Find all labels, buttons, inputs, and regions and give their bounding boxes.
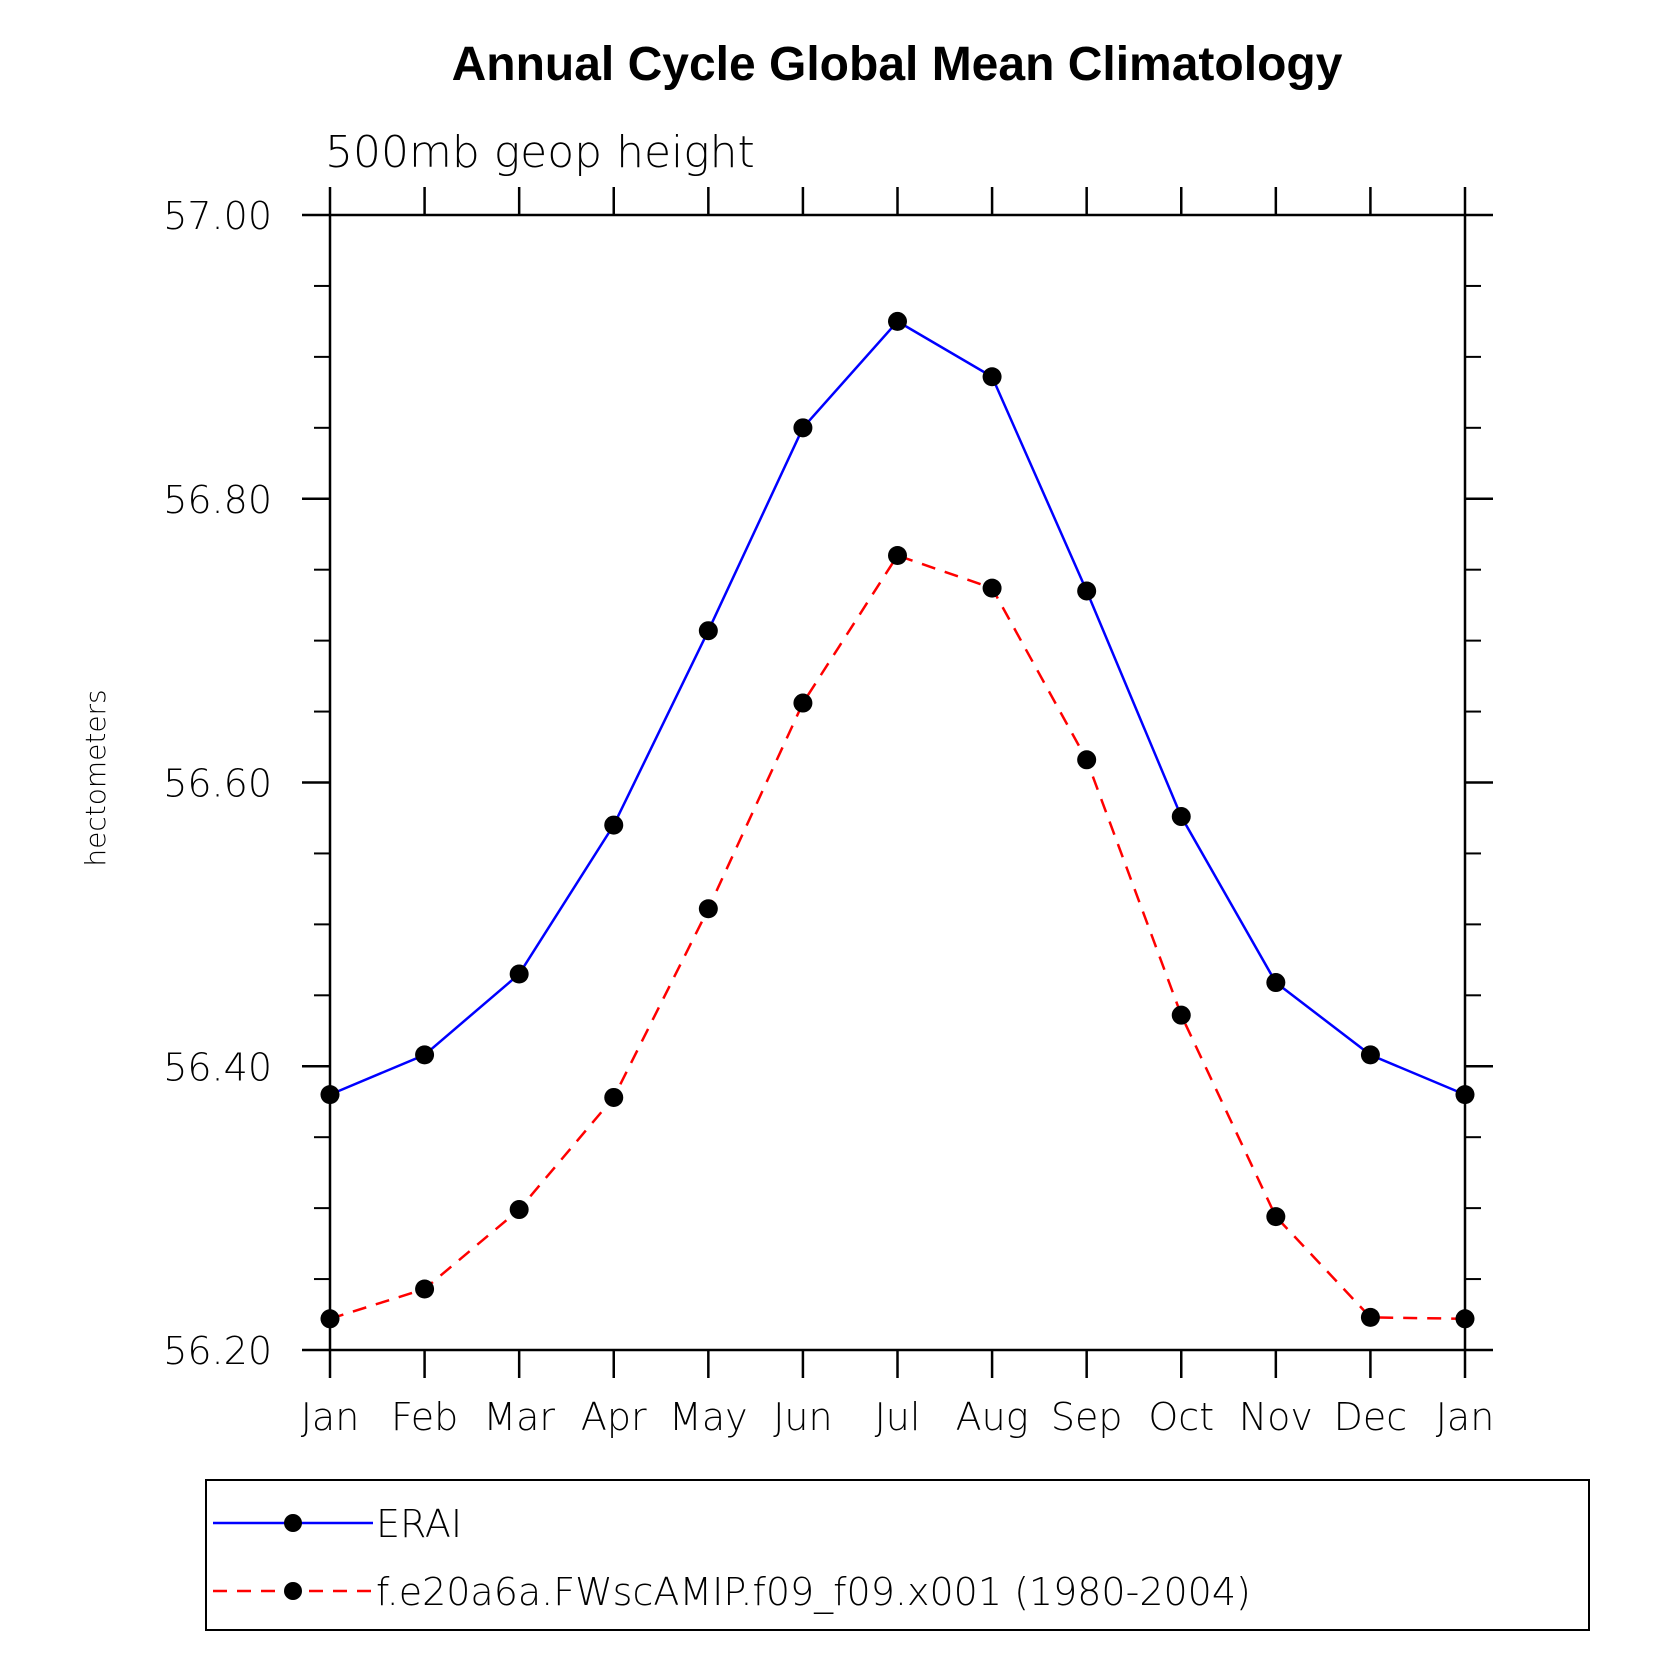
x-tick-label: Dec — [1334, 1395, 1408, 1439]
tick-labels: Jan Feb Mar Apr May Jun Jul Aug Sep Oct Nov Dec Jan 5… — [163, 194, 1494, 1439]
data-point — [1360, 1307, 1380, 1327]
chart-title: Annual Cycle Global Mean Climatology — [452, 38, 1343, 91]
data-point — [698, 621, 718, 641]
x-tick-label: Sep — [1051, 1395, 1123, 1439]
data-point — [415, 1279, 435, 1299]
legend-label-model: f.e20a6a.FWscAMIP.f09_f09.x001 (1980-200… — [376, 1570, 1251, 1615]
y-tick-label: 56.80 — [163, 478, 272, 522]
data-point — [1171, 807, 1191, 827]
data-point — [1266, 1207, 1286, 1227]
series — [320, 311, 1475, 1329]
x-tick-label: Nov — [1239, 1395, 1313, 1439]
y-tick-label: 56.40 — [163, 1045, 272, 1089]
axis-ticks — [302, 187, 1493, 1378]
plot-frame — [328, 213, 1467, 1352]
data-point — [793, 693, 813, 713]
data-point — [604, 815, 624, 835]
x-tick-label: Mar — [483, 1395, 555, 1439]
legend-entry-model: f.e20a6a.FWscAMIP.f09_f09.x001 (1980-200… — [213, 1570, 1251, 1615]
data-point — [1171, 1005, 1191, 1025]
x-tick-label: Apr — [581, 1395, 647, 1439]
x-tick-label: Jul — [875, 1395, 921, 1439]
data-point — [415, 1045, 435, 1065]
x-tick-label: Jan — [1436, 1395, 1495, 1439]
y-tick-label: 56.60 — [163, 762, 272, 806]
chart-subtitle: 500mb geop height — [325, 127, 755, 178]
data-point — [1266, 973, 1286, 993]
data-point — [604, 1087, 624, 1107]
data-point — [793, 418, 813, 438]
legend-frame — [205, 1479, 1590, 1631]
data-point — [509, 1200, 529, 1220]
series-0 — [320, 311, 1475, 1105]
x-tick-label: Jun — [773, 1395, 832, 1439]
legend-label-erai: ERAI — [376, 1502, 462, 1546]
series-line — [329, 553, 1466, 1321]
data-point — [1360, 1045, 1380, 1065]
y-tick-label: 57.00 — [163, 194, 272, 238]
data-point — [1455, 1085, 1475, 1105]
legend-marker-erai — [284, 1514, 302, 1532]
legend: ERAI f.e20a6a.FWscAMIP.f09_f09.x001 (198… — [205, 1479, 1590, 1631]
data-point — [320, 1309, 340, 1329]
x-tick-label: Aug — [956, 1395, 1029, 1439]
y-tick-label: 56.20 — [163, 1329, 272, 1373]
x-tick-label: Oct — [1148, 1395, 1214, 1439]
x-tick-label: May — [669, 1395, 748, 1439]
data-point — [1077, 750, 1097, 770]
data-point — [888, 311, 907, 331]
data-point — [888, 546, 907, 565]
data-point — [1455, 1309, 1475, 1329]
data-point — [1077, 581, 1097, 601]
data-point — [698, 899, 718, 919]
data-point — [509, 964, 529, 984]
legend-entry-erai: ERAI — [213, 1502, 462, 1546]
data-point — [982, 578, 1002, 598]
series-line — [329, 319, 1466, 1096]
data-point — [320, 1085, 340, 1105]
x-tick-label: Jan — [301, 1395, 360, 1439]
x-tick-label: Feb — [391, 1395, 458, 1439]
data-point — [982, 367, 1002, 387]
series-1 — [320, 546, 1475, 1329]
y-axis-label: hectometers — [79, 689, 112, 866]
legend-marker-model — [284, 1582, 302, 1600]
